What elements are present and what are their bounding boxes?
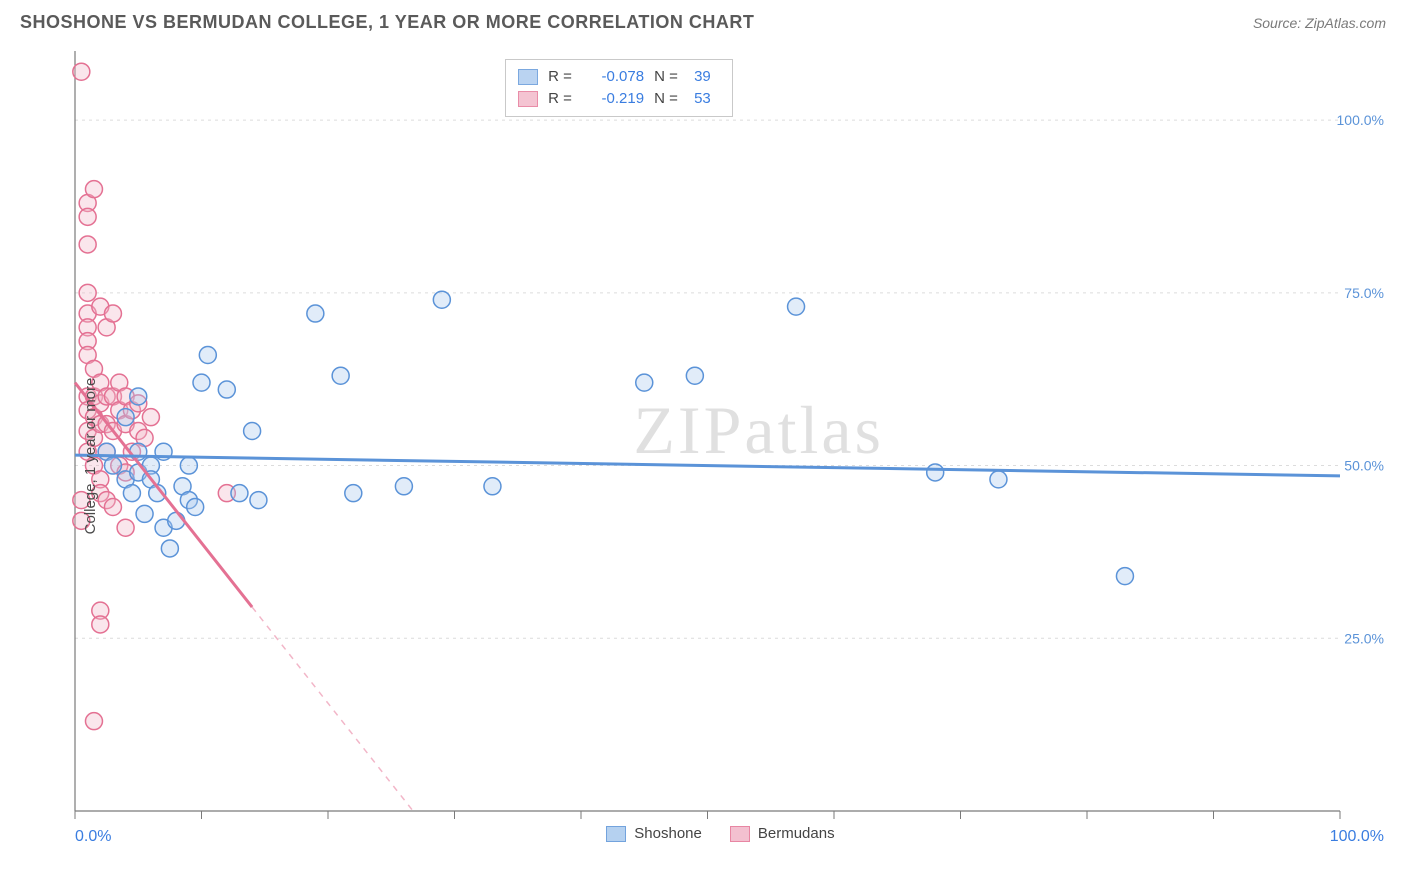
legend-swatch: [518, 69, 538, 85]
legend-swatch: [518, 91, 538, 107]
r-value: -0.219: [586, 88, 644, 110]
chart-canvas: 25.0% 50.0% 75.0% 100.0% 0.0% 100.0%: [20, 41, 1386, 871]
svg-text:50.0%: 50.0%: [1344, 458, 1384, 474]
series-label: Shoshone: [634, 825, 702, 842]
chart-header: SHOSHONE VS BERMUDAN COLLEGE, 1 YEAR OR …: [0, 0, 1406, 37]
chart-title: SHOSHONE VS BERMUDAN COLLEGE, 1 YEAR OR …: [20, 12, 754, 33]
legend-swatch: [606, 826, 626, 842]
series-legend: Shoshone Bermudans: [606, 825, 834, 842]
svg-text:25.0%: 25.0%: [1344, 630, 1384, 646]
legend-row: R = -0.219 N = 53: [518, 88, 720, 110]
legend-row: R = -0.078 N = 39: [518, 66, 720, 88]
y-axis-label: College, 1 year or more: [82, 378, 99, 535]
series-legend-item: Shoshone: [606, 825, 702, 842]
r-label: R =: [548, 88, 576, 110]
n-value: 39: [694, 66, 720, 88]
n-label: N =: [654, 88, 684, 110]
series-legend-item: Bermudans: [730, 825, 835, 842]
chart-source: Source: ZipAtlas.com: [1253, 15, 1386, 31]
svg-text:0.0%: 0.0%: [75, 828, 111, 845]
n-label: N =: [654, 66, 684, 88]
svg-text:100.0%: 100.0%: [1337, 112, 1384, 128]
legend-swatch: [730, 826, 750, 842]
r-value: -0.078: [586, 66, 644, 88]
scatter-chart: College, 1 year or more 25.0% 50.0% 75.0% 1…: [20, 41, 1386, 871]
svg-text:75.0%: 75.0%: [1344, 285, 1384, 301]
series-label: Bermudans: [758, 825, 835, 842]
r-label: R =: [548, 66, 576, 88]
correlation-legend: R = -0.078 N = 39 R = -0.219 N = 53: [505, 59, 733, 117]
svg-text:100.0%: 100.0%: [1330, 828, 1384, 845]
n-value: 53: [694, 88, 720, 110]
